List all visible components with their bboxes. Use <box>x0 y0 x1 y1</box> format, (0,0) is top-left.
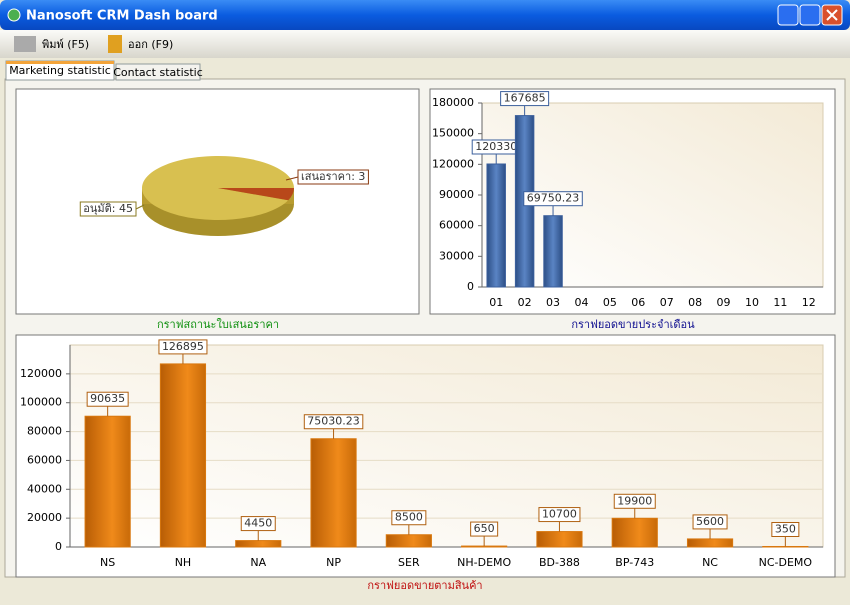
maximize-button[interactable] <box>799 4 821 26</box>
x-tick-label: 02 <box>518 296 532 309</box>
bar <box>159 363 207 548</box>
y-tick-label: 180000 <box>432 96 474 109</box>
x-tick-label: BD-388 <box>539 556 580 569</box>
data-label: 126895 <box>162 340 204 353</box>
y-tick-label: 120000 <box>20 367 62 380</box>
x-tick-label: 07 <box>660 296 674 309</box>
leader-line <box>135 204 145 210</box>
x-tick-label: 01 <box>489 296 503 309</box>
exit-button[interactable]: ออก (F9) <box>128 38 173 51</box>
y-tick-label: 40000 <box>27 482 62 495</box>
data-label: 75030.23 <box>307 415 360 428</box>
data-label-box <box>240 516 276 532</box>
exit-icon <box>108 35 122 53</box>
y-tick-label: 100000 <box>20 396 62 409</box>
close-icon <box>826 9 838 21</box>
toolbar <box>0 30 850 58</box>
x-tick-label: NC <box>702 556 718 569</box>
title-bar <box>0 0 850 30</box>
chart-title: กราฟสถานะใบเสนอราคา <box>157 318 279 331</box>
data-label: อนุมัติ: 45 <box>83 202 133 215</box>
data-label: 10700 <box>542 508 577 521</box>
tab[interactable] <box>115 63 201 81</box>
bar <box>536 531 583 548</box>
data-label: 4450 <box>244 517 272 530</box>
leader-line <box>285 176 299 181</box>
x-tick-label: 04 <box>574 296 588 309</box>
x-tick-label: 11 <box>773 296 787 309</box>
bar <box>84 415 131 548</box>
tab-label: Marketing statistic <box>9 64 111 77</box>
data-label: 5600 <box>696 515 724 528</box>
x-tick-label: 06 <box>631 296 645 309</box>
data-label: 120330 <box>475 140 517 153</box>
data-label-box <box>470 521 499 537</box>
x-tick-label: 03 <box>546 296 560 309</box>
x-tick-label: NH <box>175 556 192 569</box>
bar <box>310 438 357 548</box>
y-tick-label: 90000 <box>439 188 474 201</box>
x-tick-label: NA <box>250 556 266 569</box>
y-tick-label: 20000 <box>27 511 62 524</box>
data-label-box <box>613 493 656 509</box>
data-label-box <box>79 201 137 217</box>
chart-title: กราฟยอดขายตามสินค้า <box>367 579 482 592</box>
x-tick-label: 08 <box>688 296 702 309</box>
x-tick-label: SER <box>398 556 420 569</box>
data-label: 90635 <box>90 392 125 405</box>
print-icon <box>14 36 36 52</box>
data-label-box <box>297 169 369 185</box>
window-title: Nanosoft CRM Dash board <box>26 9 218 24</box>
data-label-box <box>538 507 581 523</box>
data-label-box <box>692 514 728 530</box>
y-tick-label: 60000 <box>439 219 474 232</box>
y-tick-label: 0 <box>467 280 474 293</box>
data-label: 69750.23 <box>527 192 580 205</box>
x-tick-label: 12 <box>802 296 816 309</box>
data-label: 19900 <box>617 494 652 507</box>
data-label-box <box>771 521 800 537</box>
bar <box>543 215 563 288</box>
data-label-box <box>86 391 129 407</box>
x-tick-label: 05 <box>603 296 617 309</box>
data-label: เสนอราคา: 3 <box>301 170 365 183</box>
y-tick-label: 0 <box>55 540 62 553</box>
bar <box>385 534 432 548</box>
x-tick-label: BP-743 <box>615 556 654 569</box>
bar <box>235 540 282 548</box>
tab-label: Contact statistic <box>113 66 203 79</box>
data-label-box <box>158 339 208 355</box>
minimize-button[interactable] <box>777 4 799 26</box>
print-button[interactable]: พิมพ์ (F5) <box>42 38 89 51</box>
x-tick-label: NH-DEMO <box>457 556 511 569</box>
y-tick-label: 30000 <box>439 249 474 262</box>
y-tick-label: 150000 <box>432 127 474 140</box>
data-label: 350 <box>775 522 796 535</box>
bar <box>611 517 658 548</box>
data-label: 650 <box>474 522 495 535</box>
bar <box>686 538 734 548</box>
x-tick-label: 09 <box>717 296 731 309</box>
data-label-box <box>391 510 427 526</box>
x-tick-label: 10 <box>745 296 759 309</box>
pie-slice <box>218 188 294 201</box>
chart-title: กราฟยอดขายประจำเดือน <box>571 318 695 331</box>
app-icon <box>7 8 21 22</box>
data-label-box <box>523 191 583 207</box>
data-label: 167685 <box>504 92 546 105</box>
tab-highlight <box>6 61 114 64</box>
bar <box>461 545 508 548</box>
data-label-box <box>303 414 364 430</box>
x-tick-label: NP <box>326 556 341 569</box>
x-tick-label: NC-DEMO <box>759 556 813 569</box>
bar <box>762 545 809 548</box>
data-label: 8500 <box>395 511 423 524</box>
bar <box>486 163 506 288</box>
y-tick-label: 60000 <box>27 453 62 466</box>
x-tick-label: NS <box>100 556 115 569</box>
data-label-box <box>500 91 550 107</box>
y-tick-label: 80000 <box>27 425 62 438</box>
y-tick-label: 120000 <box>432 157 474 170</box>
